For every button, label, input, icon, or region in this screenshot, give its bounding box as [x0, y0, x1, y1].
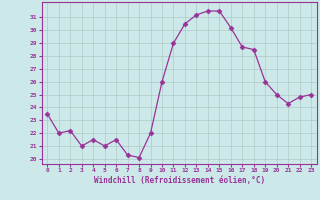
X-axis label: Windchill (Refroidissement éolien,°C): Windchill (Refroidissement éolien,°C) [94, 176, 265, 185]
